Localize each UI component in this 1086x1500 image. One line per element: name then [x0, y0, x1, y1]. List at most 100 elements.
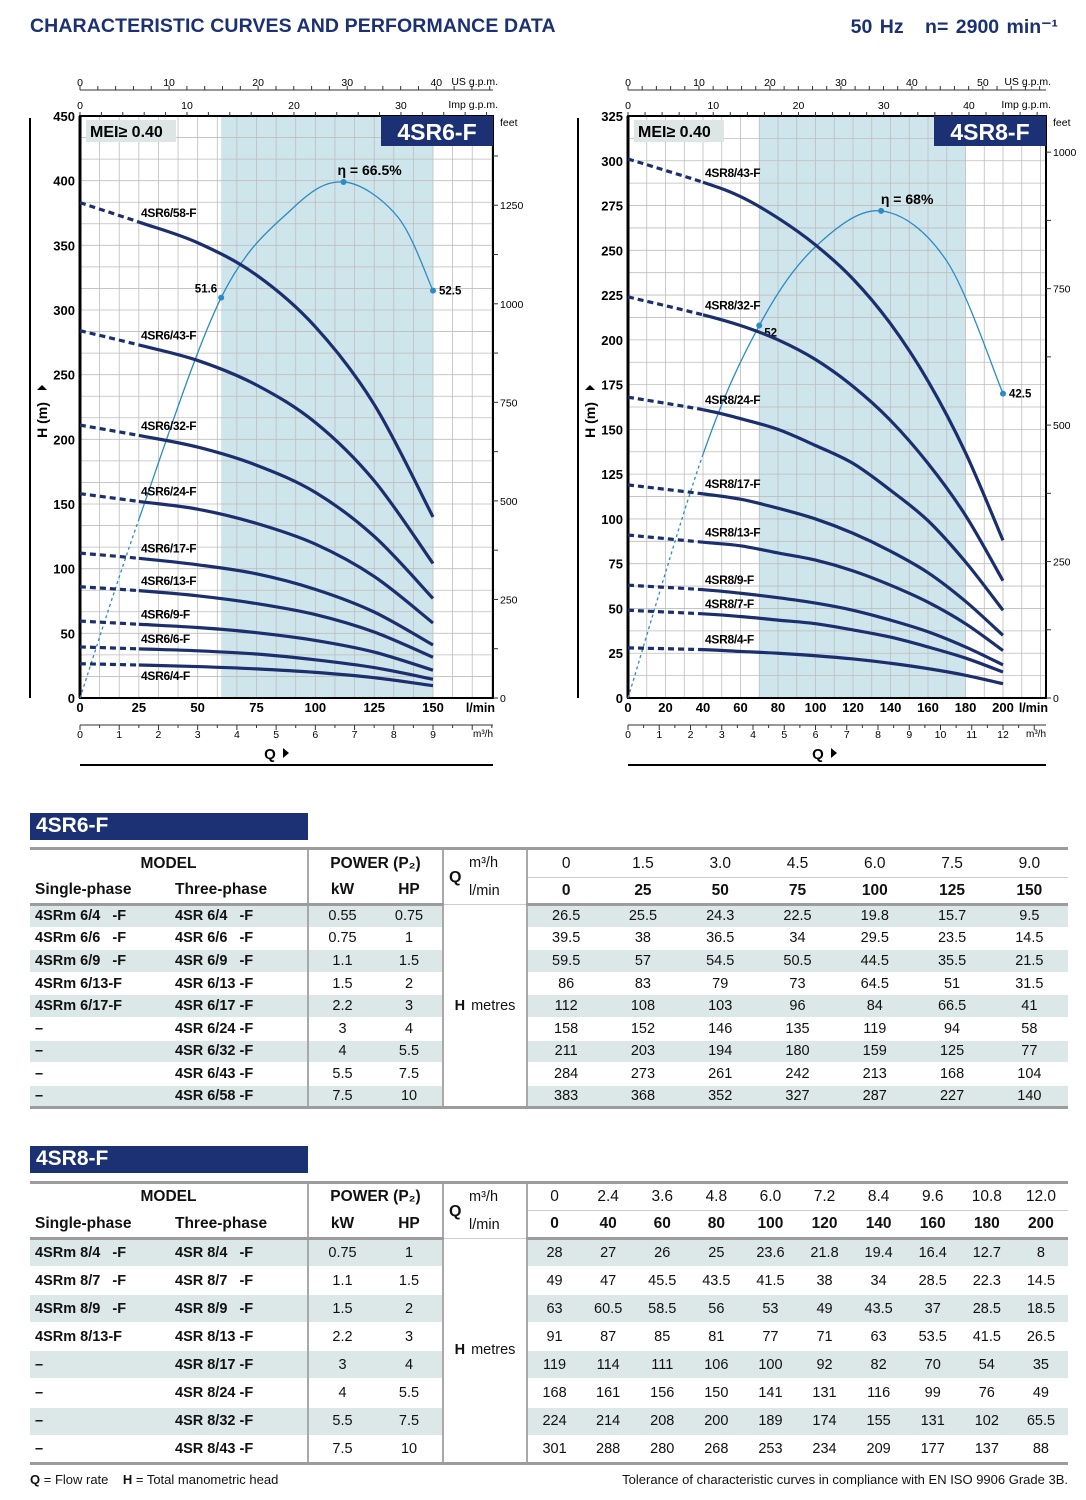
pump-curve-4sr8-32-f: 4SR8/32-F [627, 295, 1005, 582]
head-value: 301 [527, 1435, 582, 1465]
single-phase-header: Single-phase [30, 1210, 170, 1240]
head-value: 19.8 [836, 904, 914, 928]
efficiency-curve-dashed [79, 519, 140, 699]
curve-dashed-segment [79, 329, 140, 347]
pump-curve-4sr8-13-f: 4SR8/13-F [627, 525, 1004, 652]
efficiency-label: η = 66.5% [337, 162, 402, 178]
y-tick-label: 350 [53, 238, 75, 253]
head-value: 383 [527, 1085, 605, 1110]
head-value: 21.5 [990, 949, 1068, 973]
flow-lmin: 140 [851, 1210, 906, 1240]
y-tick-label: 300 [601, 154, 623, 169]
head-value: 214 [581, 1407, 636, 1436]
curve-dashed-segment [627, 608, 704, 616]
head-value: 209 [851, 1435, 906, 1465]
head-value: 96 [758, 994, 837, 1018]
series-label: 4SR8/4-F [705, 633, 754, 647]
curve-line [702, 588, 1004, 667]
pump-curve-4sr8-17-f: 4SR8/17-F [627, 477, 1005, 637]
head-value: 208 [635, 1407, 690, 1436]
curve-line [138, 499, 434, 625]
pump-curve-4sr6-24-f: 4SR6/24-F [79, 485, 434, 625]
head-value: 58.5 [635, 1294, 690, 1324]
flow-lmin: 25 [604, 877, 682, 906]
flow-lmin: 40 [581, 1210, 636, 1240]
head-value: 49 [797, 1294, 852, 1324]
y-axis-title-group: H (m) [582, 385, 598, 438]
curve-dashed-segment [627, 533, 704, 544]
power-hp: 0.75 [376, 904, 445, 928]
us-gpm-tick-label: 20 [764, 77, 776, 89]
y-tick-label: 325 [601, 109, 623, 124]
head-value: 65.5 [1013, 1407, 1068, 1436]
flow-lmin: 60 [635, 1210, 690, 1240]
head-value: 56 [689, 1294, 744, 1324]
y-tick-label: 50 [609, 601, 623, 616]
table-row: –4SR 8/32 -F 5.5 7.5 224 214 208 200 189 174 155 1… [30, 1407, 1068, 1436]
single-phase-model: 4SRm 6/9 -F [30, 949, 170, 973]
us-gpm-tick-label: 30 [341, 77, 353, 89]
y-tick-label: 50 [61, 626, 75, 641]
head-value: 273 [604, 1062, 682, 1086]
head-value: 88 [1013, 1435, 1068, 1465]
x-tick-label: 50 [190, 700, 204, 715]
y-tick-label: 200 [601, 333, 623, 348]
head-value: 14.5 [990, 927, 1068, 951]
y-tick-label: 75 [609, 557, 623, 572]
head-value: 174 [797, 1407, 852, 1436]
operating-conditions: 50 Hz n= 2900 min⁻¹ [837, 15, 1058, 39]
single-phase-model: – [30, 1407, 170, 1436]
curve-dashed-segment [627, 295, 704, 317]
three-phase-model: 4SR 6/24 -F [170, 1017, 309, 1041]
us-gpm-tick-label: 30 [835, 77, 847, 89]
y-tick-label: 450 [53, 109, 75, 124]
three-phase-model: 4SR 6/13 -F [170, 972, 309, 996]
imp-gpm-tick-label: 30 [395, 100, 407, 112]
m3h-tick-label: 1 [116, 729, 122, 741]
head-value: 161 [581, 1378, 636, 1408]
head-value: 108 [604, 994, 682, 1018]
head-value: 22.5 [758, 904, 837, 928]
flow-lmin: 0 [527, 1210, 582, 1240]
m3h-tick-label: 12 [997, 729, 1009, 741]
m3h-tick-label: 0 [625, 729, 631, 741]
head-value: 242 [758, 1062, 837, 1086]
us-gpm-tick-label: 10 [163, 77, 175, 89]
flow-m3h: 8.4 [851, 1181, 906, 1211]
mei-badge [634, 120, 724, 142]
power-hp: 1.5 [376, 1266, 445, 1296]
power-header: POWER (P₂) [308, 1181, 445, 1211]
efficiency-point [878, 207, 885, 214]
m3h-tick-label: 10 [935, 729, 947, 741]
head-value: 94 [913, 1017, 991, 1041]
imp-gpm-tick-label: 40 [963, 100, 975, 112]
head-value: 131 [797, 1378, 852, 1408]
q-symbol: Q [30, 1472, 41, 1487]
arrow-up-icon [37, 385, 47, 390]
x-tick-label: 100 [304, 700, 326, 715]
us-gpm-tick-label: 0 [625, 77, 631, 89]
m3h-tick-label: 7 [844, 729, 850, 741]
efficiency-point [218, 294, 225, 301]
series-label: 4SR8/32-F [705, 298, 760, 312]
table-row: –4SR 6/32 -F 4 5.5 211 203 194 180 159 125 77 [30, 1040, 1068, 1064]
three-phase-model: 4SR 8/9 -F [170, 1294, 309, 1324]
power-hp: 5.5 [376, 1378, 445, 1408]
x-tick-label: 120 [842, 700, 864, 715]
head-value: 84 [836, 994, 914, 1018]
series-label: 4SR6/9-F [141, 607, 190, 621]
flow-lmin: 50 [681, 877, 759, 906]
x-axis-title: Q [812, 746, 824, 763]
power-kw: 1.1 [308, 949, 376, 973]
table-row: 4SRm 6/13-F 4SR 6/13 -F 1.5 2 86 83 79 73 64.5 51… [30, 972, 1068, 996]
power-hp: 4 [376, 1350, 445, 1380]
head-value: 71 [797, 1322, 852, 1352]
three-phase-model: 4SR 8/7 -F [170, 1266, 309, 1296]
curve-line [702, 648, 1004, 686]
imp-gpm-tick-label: 10 [181, 100, 193, 112]
power-kw: 4 [308, 1378, 376, 1408]
pump-curve-4sr8-24-f: 4SR8/24-F [627, 393, 1005, 612]
three-phase-model: 4SR 8/4 -F [170, 1238, 309, 1268]
head-value: 92 [797, 1350, 852, 1380]
